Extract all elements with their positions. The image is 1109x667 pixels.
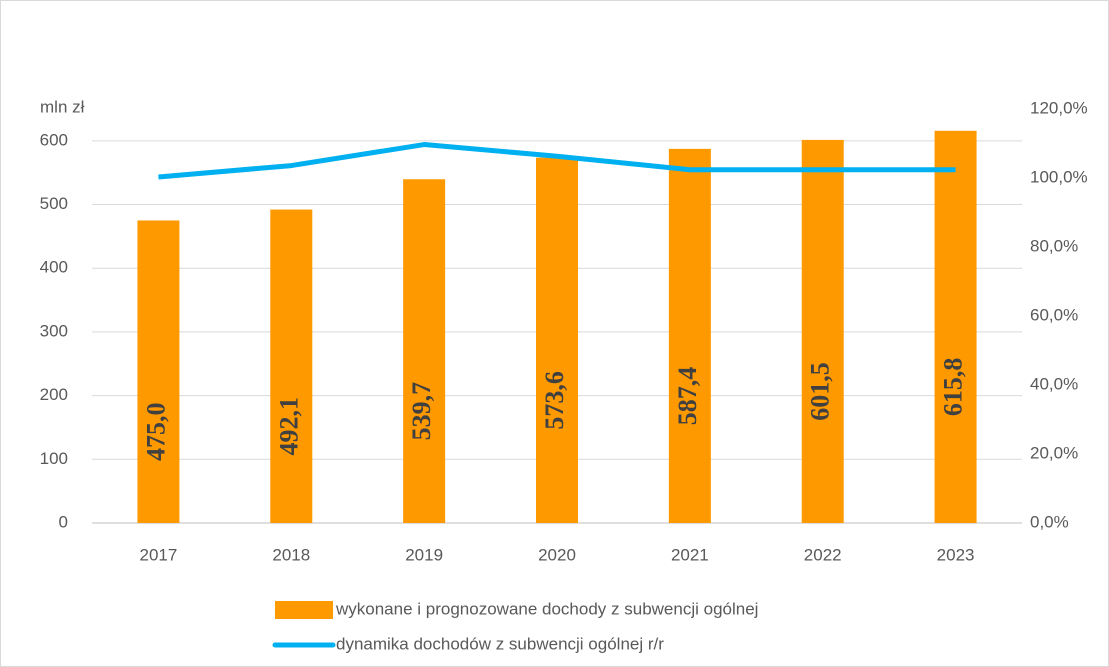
bar <box>801 139 844 524</box>
x-tick-label: 2018 <box>272 545 310 564</box>
bar <box>137 220 180 523</box>
y2-tick-label: 20,0% <box>1030 443 1078 462</box>
y-tick-label: 100 <box>40 449 68 468</box>
x-tick-label: 2019 <box>405 545 443 564</box>
y-tick-label: 200 <box>40 385 68 404</box>
x-tick-label: 2020 <box>538 545 576 564</box>
line <box>158 142 956 180</box>
value-label: 475,0 <box>141 402 170 461</box>
legend-label: dynamika dochodów z subwencji ogólnej r/… <box>336 634 664 653</box>
value-label: 615,8 <box>939 358 968 417</box>
bar <box>536 157 578 523</box>
legend-label: wykonane i prognozowane dochody z subwen… <box>335 599 758 618</box>
y-tick-label: 600 <box>40 130 68 149</box>
y2-tick-label: 0,0% <box>1030 512 1069 531</box>
y-tick-label: 300 <box>40 321 68 340</box>
x-tick-label: 2023 <box>937 545 975 564</box>
y-tick-label: 400 <box>40 258 68 277</box>
y-tick-label: 500 <box>40 194 68 213</box>
value-label: 601,5 <box>806 362 835 421</box>
x-tick-label: 2022 <box>804 545 842 564</box>
x-tick-label: 2021 <box>671 545 709 564</box>
bar <box>270 209 313 523</box>
value-label: 492,1 <box>274 397 303 456</box>
value-label: 587,4 <box>673 367 702 426</box>
y2-tick-label: 60,0% <box>1030 305 1078 324</box>
legend-swatch <box>275 601 333 619</box>
y2-tick-label: 80,0% <box>1030 236 1078 255</box>
y2-tick-label: 120,0% <box>1030 98 1088 117</box>
y-axis-label: mln zł <box>40 97 85 116</box>
y-tick-label: 0 <box>59 512 68 531</box>
value-label: 573,6 <box>540 371 569 430</box>
bar <box>934 130 977 523</box>
bar <box>668 148 711 523</box>
x-tick-label: 2017 <box>140 545 178 564</box>
y2-tick-label: 40,0% <box>1030 374 1078 393</box>
y2-tick-label: 100,0% <box>1030 167 1088 186</box>
value-label: 539,7 <box>407 382 436 441</box>
bar <box>403 179 446 523</box>
